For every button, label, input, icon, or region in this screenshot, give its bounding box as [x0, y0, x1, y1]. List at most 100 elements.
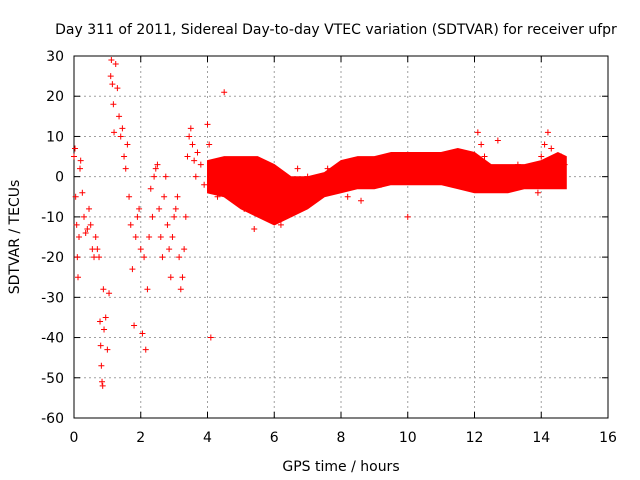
data-point [528, 165, 535, 172]
y-tick-label: -60 [41, 411, 64, 427]
data-point [404, 213, 411, 220]
data-point [431, 157, 438, 164]
data-point [311, 189, 318, 196]
data-point [458, 161, 465, 168]
data-point [104, 346, 111, 353]
data-point [548, 145, 555, 152]
data-point [127, 221, 134, 228]
data-point [474, 129, 481, 136]
data-point [541, 141, 548, 148]
data-point [364, 157, 371, 164]
data-point [211, 173, 218, 180]
data-point [471, 185, 478, 192]
data-point [297, 193, 304, 200]
y-tick-label: -20 [41, 250, 64, 266]
data-point [544, 129, 551, 136]
data-point [132, 234, 139, 240]
data-point [101, 326, 108, 333]
data-point [234, 181, 241, 188]
data-point [122, 165, 129, 172]
data-point [561, 161, 568, 168]
data-point [112, 61, 119, 68]
data-point [171, 213, 178, 220]
data-point [191, 157, 198, 164]
data-point [551, 161, 558, 168]
data-point [227, 169, 234, 176]
data-point [192, 173, 199, 180]
data-point [87, 221, 94, 228]
y-axis-label: SDTVAR / TECUs [7, 180, 23, 295]
y-tick-label: 20 [46, 89, 64, 105]
x-axis-label: GPS time / hours [282, 459, 399, 475]
data-point [384, 157, 391, 164]
data-point [166, 246, 173, 253]
data-point [77, 157, 84, 164]
y-tick-label: -10 [41, 210, 64, 226]
data-point [86, 205, 93, 212]
data-point [254, 165, 261, 172]
data-point [351, 161, 358, 168]
data-point [264, 173, 271, 180]
data-point [92, 234, 99, 240]
x-tick-label: 6 [270, 430, 279, 446]
data-point [134, 213, 141, 220]
data-point [438, 173, 445, 180]
data-point [267, 213, 274, 220]
data-point [102, 314, 109, 321]
data-point [117, 133, 124, 140]
x-tick-label: 2 [136, 430, 145, 446]
data-point [217, 165, 224, 172]
data-point [508, 185, 515, 192]
data-point [221, 89, 228, 96]
data-point [344, 193, 351, 200]
data-point [444, 153, 451, 160]
data-point [501, 165, 508, 172]
data-point [287, 205, 294, 212]
data-point [99, 382, 106, 389]
data-point [151, 173, 158, 180]
y-tick-label: 0 [55, 170, 64, 186]
data-point [71, 153, 77, 160]
data-point [154, 161, 161, 168]
data-point [251, 225, 258, 232]
data-point [187, 125, 194, 132]
grid-lines [74, 56, 608, 418]
x-axis: 0 2 4 6 8 10 12 14 16 [70, 56, 617, 446]
data-point [107, 73, 114, 80]
y-tick-label: 10 [46, 129, 64, 145]
data-point [257, 201, 264, 208]
data-point [167, 274, 174, 281]
data-point [144, 286, 151, 293]
data-point [521, 177, 528, 184]
data-point [247, 173, 254, 180]
x-tick-label: 8 [337, 430, 346, 446]
data-point [204, 121, 211, 128]
y-axis: -60 -50 -40 -30 -20 -10 0 10 20 30 [41, 49, 608, 427]
data-point [494, 137, 501, 144]
data-point [121, 153, 128, 160]
data-point [172, 205, 179, 212]
data-point [89, 246, 96, 253]
x-tick-label: 14 [532, 430, 550, 446]
data-point [108, 57, 115, 64]
data-point [114, 85, 121, 92]
data-point [358, 197, 365, 204]
data-point [110, 101, 117, 108]
data-point [126, 193, 133, 200]
data-point [131, 322, 138, 329]
data-point [141, 254, 148, 261]
data-point [72, 193, 79, 200]
data-point [82, 229, 89, 236]
data-point [558, 153, 565, 160]
y-tick-label: -40 [41, 331, 64, 347]
data-point [94, 246, 101, 253]
data-point [424, 177, 431, 184]
data-point [197, 161, 204, 168]
data-point [304, 173, 311, 180]
chart-title: Day 311 of 2011, Sidereal Day-to-day VTE… [55, 22, 617, 38]
data-point [182, 213, 189, 220]
data-point [99, 378, 106, 385]
data-point [179, 274, 186, 281]
data-point [76, 234, 83, 240]
